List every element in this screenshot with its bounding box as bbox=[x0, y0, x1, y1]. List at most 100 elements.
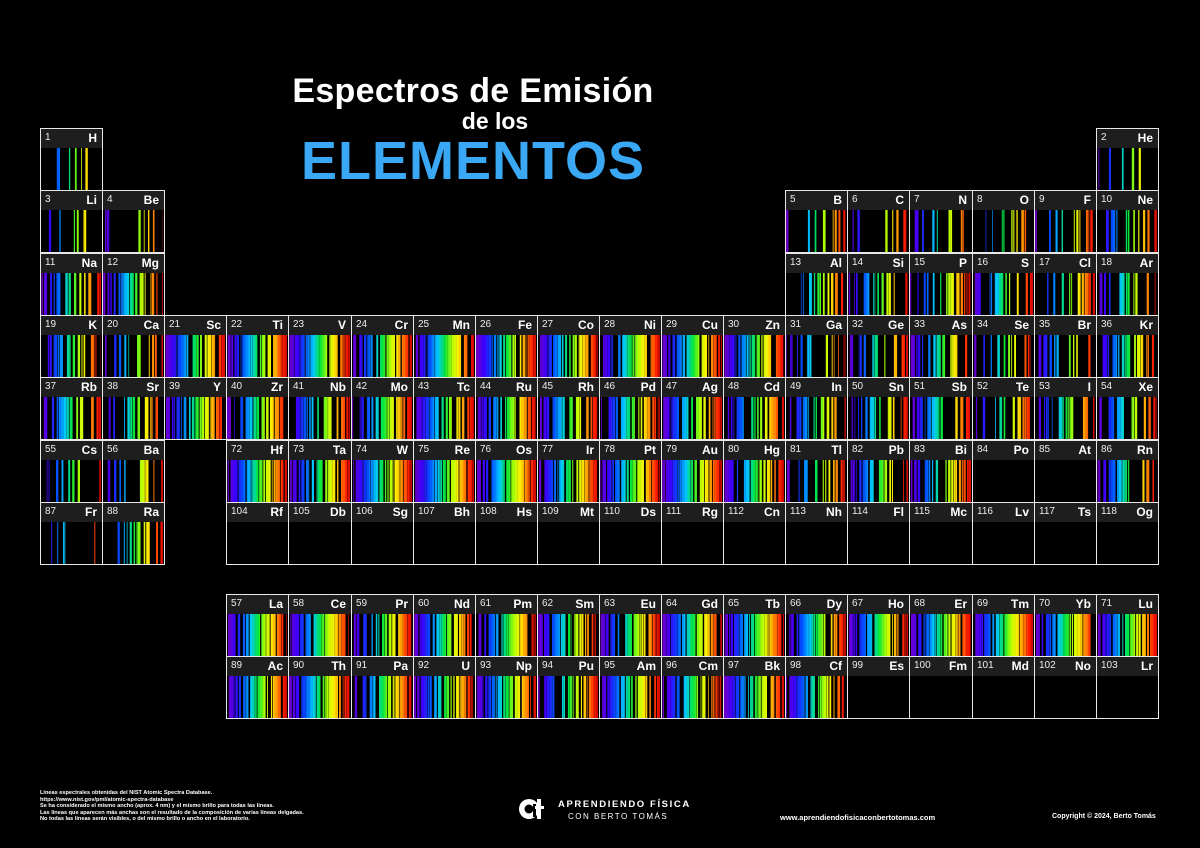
element-symbol: Co bbox=[578, 318, 594, 332]
element-cell-ti: 22 Ti bbox=[226, 315, 289, 378]
spectral-line bbox=[916, 335, 917, 377]
element-symbol: Rg bbox=[702, 505, 718, 519]
spectral-line bbox=[807, 614, 809, 656]
element-cell-zn: 30 Zn bbox=[723, 315, 786, 378]
spectral-line bbox=[205, 335, 206, 377]
spectral-line bbox=[835, 273, 837, 315]
spectral-line bbox=[741, 676, 743, 718]
spectral-line bbox=[1065, 397, 1067, 439]
spectral-line bbox=[84, 210, 87, 252]
spectral-line bbox=[467, 397, 470, 439]
website-link[interactable]: www.aprendiendofisicaconbertotomas.com bbox=[780, 813, 936, 822]
spectral-line bbox=[184, 335, 187, 377]
spectral-line bbox=[417, 460, 419, 502]
emission-spectrum bbox=[662, 460, 722, 502]
spectral-line bbox=[985, 614, 988, 656]
spectral-line bbox=[255, 335, 258, 377]
spectral-line bbox=[657, 397, 659, 439]
spectral-line bbox=[1122, 460, 1125, 502]
spectral-line bbox=[964, 273, 966, 315]
element-symbol: N bbox=[958, 193, 967, 207]
spectral-line bbox=[467, 676, 470, 718]
cell-header bbox=[786, 378, 847, 397]
spectral-line bbox=[514, 335, 516, 377]
emission-spectrum bbox=[539, 335, 598, 377]
atomic-number: 4 bbox=[107, 194, 113, 205]
spectral-line bbox=[270, 397, 272, 439]
spectral-line bbox=[196, 397, 199, 439]
spectral-line bbox=[199, 397, 202, 439]
spectral-line bbox=[700, 614, 702, 656]
spectral-line bbox=[903, 210, 906, 252]
spectral-line bbox=[833, 614, 835, 656]
spectral-line bbox=[441, 335, 444, 377]
spectral-line bbox=[183, 397, 186, 439]
spectral-line bbox=[1106, 210, 1109, 252]
cell-header bbox=[973, 441, 1034, 460]
spectral-line bbox=[166, 335, 169, 377]
spectral-line bbox=[915, 210, 918, 252]
spectral-line bbox=[317, 614, 320, 656]
spectral-line bbox=[648, 614, 651, 656]
emission-spectrum bbox=[1036, 614, 1091, 656]
spectral-line bbox=[1021, 614, 1022, 656]
atomic-number: 63 bbox=[604, 598, 616, 609]
spectral-line bbox=[627, 335, 630, 377]
cell-header bbox=[848, 657, 909, 676]
spectral-line bbox=[57, 335, 60, 377]
spectral-line bbox=[618, 335, 620, 377]
spectral-line bbox=[584, 460, 586, 502]
spectral-line bbox=[129, 522, 131, 564]
spectral-line bbox=[1044, 397, 1046, 439]
emission-spectrum bbox=[973, 522, 1033, 564]
spectral-line bbox=[1012, 397, 1015, 439]
spectral-line bbox=[770, 460, 773, 502]
spectral-line bbox=[674, 460, 677, 502]
spectral-line bbox=[780, 335, 783, 377]
spectral-line bbox=[152, 273, 155, 315]
cell-header bbox=[1035, 378, 1096, 397]
spectral-line bbox=[72, 335, 76, 377]
spectral-line bbox=[435, 335, 437, 377]
spectral-line bbox=[763, 335, 766, 377]
spectral-line bbox=[276, 397, 279, 439]
element-cell-ne: 10 Ne bbox=[1096, 190, 1159, 253]
spectral-line bbox=[885, 210, 888, 252]
spectral-line bbox=[168, 335, 171, 377]
spectral-line bbox=[180, 335, 182, 377]
spectral-line bbox=[1089, 273, 1091, 315]
emission-spectrum bbox=[786, 522, 846, 564]
spectral-line bbox=[665, 397, 668, 439]
spectral-line bbox=[751, 397, 753, 439]
spectral-line bbox=[404, 614, 407, 656]
spectral-line bbox=[313, 614, 316, 656]
element-symbol: Tb bbox=[765, 597, 780, 611]
spectral-line bbox=[468, 460, 470, 502]
spectral-line bbox=[799, 614, 801, 656]
spectral-line bbox=[907, 614, 908, 656]
spectral-line bbox=[967, 614, 970, 656]
spectral-line bbox=[1122, 273, 1125, 315]
spectral-line bbox=[637, 676, 640, 718]
element-symbol: Np bbox=[516, 659, 532, 673]
atomic-number: 118 bbox=[1101, 506, 1117, 517]
element-symbol: Au bbox=[702, 443, 718, 457]
spectral-line bbox=[679, 460, 682, 502]
spectral-line bbox=[871, 460, 874, 502]
spectral-line bbox=[835, 614, 838, 656]
spectral-line bbox=[603, 676, 605, 718]
spectral-line bbox=[298, 460, 301, 502]
spectral-line bbox=[144, 273, 146, 315]
spectral-line bbox=[754, 397, 756, 439]
spectral-line bbox=[1133, 614, 1136, 656]
spectral-line bbox=[240, 335, 242, 377]
spectral-line bbox=[311, 676, 313, 718]
spectral-line bbox=[650, 460, 651, 502]
spectral-line bbox=[926, 614, 929, 656]
atomic-number: 98 bbox=[790, 660, 802, 671]
spectral-line bbox=[433, 614, 435, 656]
spectral-line bbox=[929, 460, 931, 502]
spectral-line bbox=[934, 397, 937, 439]
emission-spectrum bbox=[227, 397, 284, 439]
element-cell-y: 39 Y bbox=[164, 377, 227, 440]
